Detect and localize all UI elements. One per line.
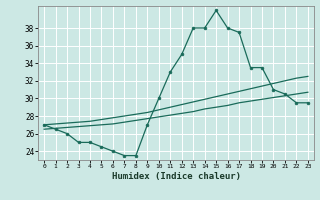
X-axis label: Humidex (Indice chaleur): Humidex (Indice chaleur) <box>111 172 241 181</box>
